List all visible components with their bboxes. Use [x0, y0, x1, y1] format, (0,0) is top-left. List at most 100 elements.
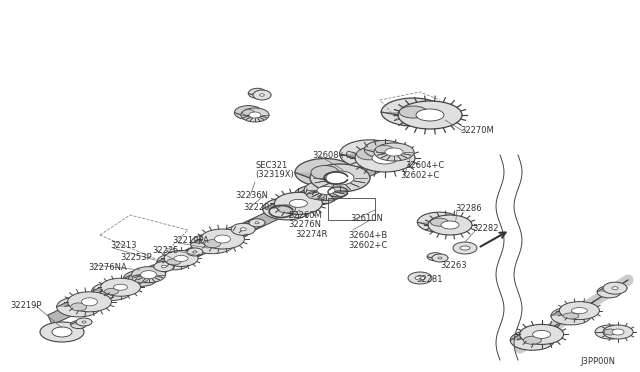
Ellipse shape [124, 270, 157, 286]
Ellipse shape [231, 223, 255, 235]
Polygon shape [124, 275, 166, 279]
Ellipse shape [416, 109, 444, 121]
Polygon shape [551, 311, 600, 316]
Ellipse shape [141, 271, 157, 279]
Ellipse shape [187, 248, 203, 256]
Ellipse shape [182, 250, 198, 258]
Ellipse shape [253, 90, 271, 100]
Polygon shape [294, 190, 348, 195]
Text: 32213: 32213 [110, 241, 136, 250]
Text: 32270M: 32270M [460, 125, 493, 135]
Ellipse shape [603, 282, 627, 294]
Ellipse shape [147, 264, 168, 275]
Ellipse shape [167, 259, 181, 265]
Ellipse shape [249, 219, 265, 227]
Text: 32236N: 32236N [235, 190, 268, 199]
Text: 32276NA: 32276NA [88, 263, 127, 273]
Ellipse shape [81, 298, 97, 306]
Text: 32281: 32281 [416, 276, 442, 285]
Ellipse shape [460, 246, 470, 250]
Ellipse shape [438, 257, 442, 259]
Polygon shape [191, 239, 244, 244]
Ellipse shape [398, 101, 462, 129]
Text: J3PP00N: J3PP00N [580, 357, 615, 366]
Ellipse shape [82, 321, 86, 323]
Ellipse shape [70, 303, 86, 311]
Ellipse shape [104, 288, 118, 295]
Ellipse shape [311, 166, 339, 180]
Polygon shape [182, 252, 203, 254]
Ellipse shape [340, 140, 399, 168]
Ellipse shape [375, 145, 394, 153]
Ellipse shape [193, 251, 197, 253]
Polygon shape [157, 259, 198, 262]
Ellipse shape [612, 287, 618, 290]
Ellipse shape [356, 148, 383, 160]
Ellipse shape [385, 148, 403, 156]
Ellipse shape [326, 171, 354, 185]
Ellipse shape [408, 272, 432, 284]
Ellipse shape [432, 254, 448, 262]
Text: 32260M: 32260M [288, 211, 322, 219]
Text: 32274R: 32274R [295, 230, 328, 238]
Ellipse shape [417, 212, 461, 232]
Ellipse shape [255, 222, 259, 224]
Ellipse shape [510, 330, 554, 350]
Polygon shape [510, 334, 564, 340]
Ellipse shape [441, 221, 459, 229]
Polygon shape [597, 288, 627, 292]
Ellipse shape [430, 218, 449, 226]
Text: (32319X): (32319X) [255, 170, 294, 179]
Text: 32220: 32220 [243, 202, 269, 212]
Ellipse shape [262, 198, 310, 220]
Polygon shape [262, 203, 323, 209]
Ellipse shape [161, 265, 166, 268]
Ellipse shape [604, 329, 616, 335]
Ellipse shape [174, 256, 188, 262]
Ellipse shape [559, 302, 600, 320]
Ellipse shape [294, 185, 338, 205]
Ellipse shape [453, 242, 477, 254]
Polygon shape [48, 153, 397, 325]
Polygon shape [417, 222, 472, 225]
Ellipse shape [310, 164, 370, 192]
Ellipse shape [241, 108, 269, 122]
Ellipse shape [374, 143, 414, 161]
Ellipse shape [200, 229, 244, 249]
Ellipse shape [157, 254, 191, 270]
Ellipse shape [40, 322, 84, 342]
Ellipse shape [563, 313, 579, 319]
Ellipse shape [56, 297, 100, 317]
Ellipse shape [364, 140, 404, 158]
Ellipse shape [113, 284, 127, 290]
Ellipse shape [317, 186, 335, 195]
Polygon shape [364, 150, 414, 152]
Polygon shape [92, 287, 141, 292]
Ellipse shape [295, 158, 355, 186]
Ellipse shape [612, 329, 624, 335]
Ellipse shape [275, 192, 323, 214]
Text: 32225: 32225 [152, 246, 179, 254]
Ellipse shape [191, 234, 234, 254]
Text: 32263: 32263 [440, 260, 467, 269]
Ellipse shape [260, 94, 264, 96]
Ellipse shape [304, 180, 348, 201]
Ellipse shape [132, 267, 166, 283]
Ellipse shape [76, 318, 92, 326]
Ellipse shape [551, 307, 591, 325]
Text: 32253P: 32253P [120, 253, 152, 263]
Polygon shape [244, 223, 265, 225]
Ellipse shape [399, 106, 428, 118]
Ellipse shape [307, 191, 325, 199]
Text: 32286: 32286 [455, 203, 482, 212]
Polygon shape [427, 257, 448, 258]
Text: 32282: 32282 [472, 224, 499, 232]
Ellipse shape [154, 262, 174, 272]
Text: 32602+C: 32602+C [348, 241, 387, 250]
Ellipse shape [240, 228, 246, 231]
Polygon shape [340, 154, 415, 158]
Ellipse shape [427, 253, 443, 261]
Polygon shape [381, 112, 462, 115]
Ellipse shape [381, 98, 445, 126]
Ellipse shape [132, 275, 148, 282]
